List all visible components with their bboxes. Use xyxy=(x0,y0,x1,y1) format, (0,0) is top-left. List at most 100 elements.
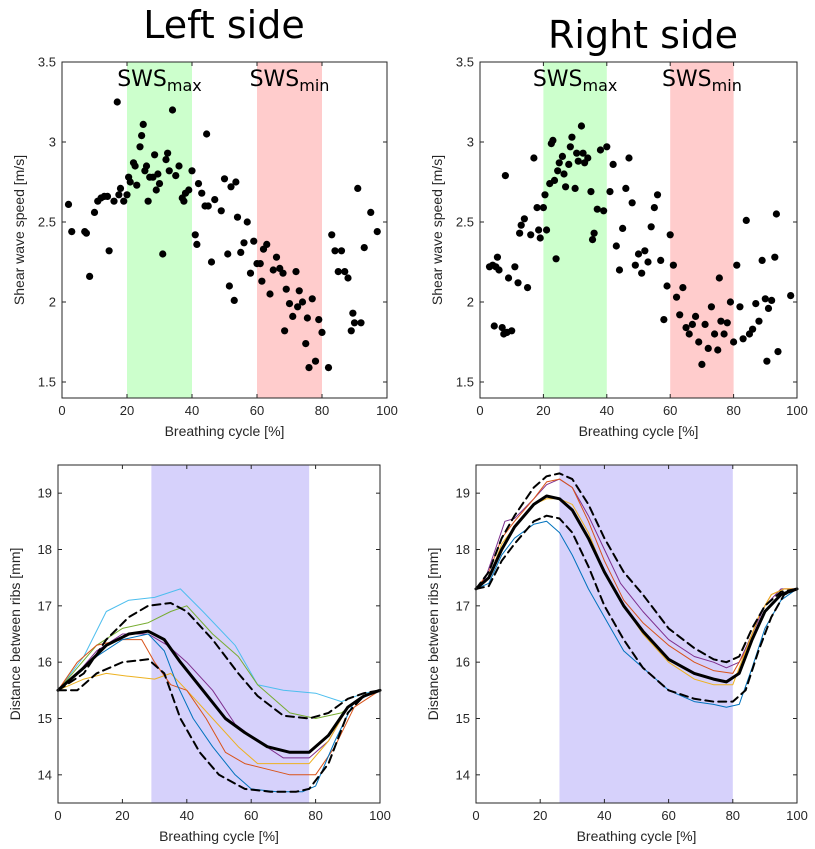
data-point xyxy=(644,258,652,266)
data-point xyxy=(305,364,313,372)
data-point xyxy=(663,282,671,290)
data-point xyxy=(736,303,744,311)
data-point xyxy=(634,250,643,258)
data-point xyxy=(203,130,211,138)
data-point xyxy=(90,208,99,216)
data-point xyxy=(105,247,113,255)
data-point xyxy=(533,204,541,212)
data-point xyxy=(172,172,180,180)
x-tick-label: 100 xyxy=(786,808,808,823)
data-point xyxy=(588,236,597,244)
data-point xyxy=(653,191,662,199)
data-point xyxy=(354,184,362,192)
x-tick-label: 40 xyxy=(600,403,614,418)
data-point xyxy=(584,154,592,162)
data-point xyxy=(294,303,302,311)
series-line xyxy=(475,514,798,703)
y-tick-label: 2 xyxy=(49,295,56,310)
data-point xyxy=(772,210,780,218)
data-point xyxy=(308,295,316,303)
data-point xyxy=(774,348,782,356)
data-point xyxy=(191,231,199,239)
data-point xyxy=(619,224,627,232)
data-point xyxy=(704,344,712,352)
data-point xyxy=(660,316,668,324)
data-point xyxy=(666,231,674,239)
data-point xyxy=(573,149,581,157)
data-point xyxy=(250,237,258,245)
x-tick-label: 20 xyxy=(115,808,129,823)
data-point xyxy=(707,303,716,311)
series-line xyxy=(475,478,798,669)
data-point xyxy=(126,178,134,186)
y-tick-label: 3 xyxy=(467,135,474,150)
x-tick-label: 80 xyxy=(315,403,329,418)
data-point xyxy=(367,208,375,216)
x-axis-label: Breathing cycle [%] xyxy=(159,828,279,844)
x-tick-label: 40 xyxy=(180,808,194,823)
data-point xyxy=(256,260,264,268)
plot-frame xyxy=(61,61,388,399)
y-tick-label: 1.5 xyxy=(456,375,474,390)
data-point xyxy=(227,183,235,191)
data-point xyxy=(211,196,219,204)
data-point xyxy=(266,290,274,298)
data-point xyxy=(198,189,206,197)
data-point xyxy=(720,330,728,338)
data-point xyxy=(600,207,608,215)
data-point xyxy=(530,154,538,162)
panel-4: 0 20 40 60 80 100 14 15 16 17 18 19 Breathing cycle … xyxy=(425,464,808,844)
panel-1: SWSmax SWSmin 0 20 40 60 80 100 1.5 2 2.5 3 3.5 Breat… xyxy=(11,55,398,440)
x-tick-label: 0 xyxy=(472,808,479,823)
data-point xyxy=(159,250,167,258)
data-point xyxy=(715,274,723,282)
data-point xyxy=(302,340,310,348)
y-tick-label: 19 xyxy=(38,486,52,501)
data-point xyxy=(344,274,352,282)
data-point xyxy=(341,268,349,276)
y-tick-label: 3.5 xyxy=(38,55,56,70)
band-label: SWSmax xyxy=(533,67,618,95)
data-point xyxy=(695,338,703,346)
data-point xyxy=(115,191,123,199)
data-point xyxy=(113,98,121,106)
data-point xyxy=(508,327,516,335)
data-point xyxy=(498,324,506,332)
y-tick-label: 2.5 xyxy=(38,215,56,230)
data-point xyxy=(514,279,522,287)
data-point xyxy=(752,300,760,308)
x-tick-label: 60 xyxy=(244,808,258,823)
data-point xyxy=(243,218,251,226)
data-point xyxy=(535,226,543,234)
data-point xyxy=(717,317,725,325)
data-point xyxy=(650,204,658,212)
data-point xyxy=(539,204,548,212)
data-point xyxy=(303,314,311,322)
data-point xyxy=(86,272,94,280)
y-tick-label: 14 xyxy=(456,767,470,782)
data-point xyxy=(622,184,630,192)
y-axis-label: Shear wave speed [m/s] xyxy=(11,155,27,305)
data-point xyxy=(225,282,233,290)
data-point xyxy=(641,247,649,255)
data-point xyxy=(131,162,139,170)
shaded-band xyxy=(151,465,310,803)
x-tick-label: 20 xyxy=(536,403,550,418)
y-tick-label: 17 xyxy=(456,598,470,613)
band-label: SWSmin xyxy=(250,67,330,95)
data-point xyxy=(152,186,160,194)
data-point xyxy=(669,261,677,269)
plot-frame xyxy=(479,61,798,399)
data-point xyxy=(596,146,605,154)
shaded-band xyxy=(127,62,192,398)
x-tick-label: 60 xyxy=(250,403,264,418)
data-point xyxy=(577,122,586,130)
data-point xyxy=(285,300,294,308)
data-point xyxy=(165,167,173,175)
data-point xyxy=(541,191,549,199)
data-point xyxy=(360,244,368,252)
data-point xyxy=(110,197,118,205)
data-point xyxy=(550,176,559,184)
x-tick-label: 0 xyxy=(476,403,483,418)
